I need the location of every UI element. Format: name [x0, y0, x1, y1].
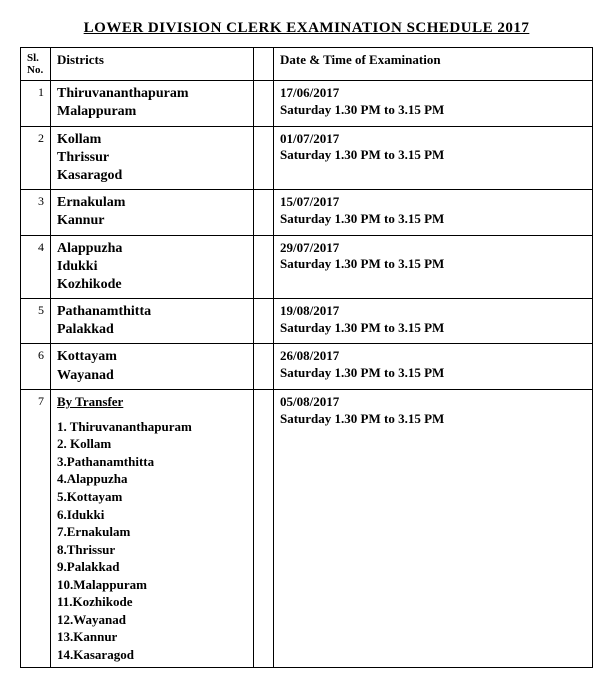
- cell-datetime: 01/07/2017Saturday 1.30 PM to 3.15 PM: [274, 126, 593, 190]
- cell-sl: 5: [21, 299, 51, 344]
- table-header-row: Sl. No. Districts Date & Time of Examina…: [21, 48, 593, 81]
- table-row: 2KollamThrissurKasaragod 01/07/2017Saturd…: [21, 126, 593, 190]
- cell-sl: 6: [21, 344, 51, 389]
- page-title: LOWER DIVISION CLERK EXAMINATION SCHEDUL…: [20, 20, 593, 37]
- cell-datetime: 17/06/2017Saturday 1.30 PM to 3.15 PM: [274, 81, 593, 126]
- bytransfer-item: 9.Palakkad: [57, 558, 247, 576]
- cell-districts: ErnakulamKannur: [51, 190, 254, 235]
- bytransfer-item: 3.Pathanamthitta: [57, 453, 247, 471]
- cell-gap: [254, 190, 274, 235]
- cell-datetime: 05/08/2017Saturday 1.30 PM to 3.15 PM: [274, 389, 593, 668]
- header-districts: Districts: [51, 48, 254, 81]
- header-datetime: Date & Time of Examination: [274, 48, 593, 81]
- header-sl: Sl. No.: [21, 48, 51, 81]
- cell-sl: 1: [21, 81, 51, 126]
- cell-datetime: 29/07/2017Saturday 1.30 PM to 3.15 PM: [274, 235, 593, 299]
- cell-sl: 3: [21, 190, 51, 235]
- bytransfer-item: 1. Thiruvananthapuram: [57, 418, 247, 436]
- table-row: 5PathanamthittaPalakkad 19/08/2017Saturda…: [21, 299, 593, 344]
- bytransfer-item: 14.Kasaragod: [57, 646, 247, 664]
- cell-sl: 2: [21, 126, 51, 190]
- cell-districts: KollamThrissurKasaragod: [51, 126, 254, 190]
- bytransfer-item: 13.Kannur: [57, 628, 247, 646]
- table-row-bytransfer: 7 By Transfer 1. Thiruvananthapuram2. Koll…: [21, 389, 593, 668]
- cell-gap: [254, 299, 274, 344]
- table-row: 4AlappuzhaIdukkiKozhikode 29/07/2017Satur…: [21, 235, 593, 299]
- header-gap: [254, 48, 274, 81]
- cell-gap: [254, 126, 274, 190]
- schedule-table: Sl. No. Districts Date & Time of Examina…: [20, 47, 593, 668]
- bytransfer-item: 11.Kozhikode: [57, 593, 247, 611]
- bytransfer-item: 8.Thrissur: [57, 541, 247, 559]
- bytransfer-item: 5.Kottayam: [57, 488, 247, 506]
- bytransfer-item: 12.Wayanad: [57, 611, 247, 629]
- cell-gap: [254, 344, 274, 389]
- cell-datetime: 15/07/2017Saturday 1.30 PM to 3.15 PM: [274, 190, 593, 235]
- cell-sl: 4: [21, 235, 51, 299]
- bytransfer-heading: By Transfer: [57, 394, 247, 410]
- cell-districts: PathanamthittaPalakkad: [51, 299, 254, 344]
- cell-datetime: 26/08/2017Saturday 1.30 PM to 3.15 PM: [274, 344, 593, 389]
- table-row: 6KottayamWayanad 26/08/2017Saturday 1.30 …: [21, 344, 593, 389]
- table-row: 3ErnakulamKannur 15/07/2017Saturday 1.30 …: [21, 190, 593, 235]
- cell-districts-bytransfer: By Transfer 1. Thiruvananthapuram2. Kolla…: [51, 389, 254, 668]
- cell-datetime: 19/08/2017Saturday 1.30 PM to 3.15 PM: [274, 299, 593, 344]
- bytransfer-item: 2. Kollam: [57, 435, 247, 453]
- bytransfer-item: 10.Malappuram: [57, 576, 247, 594]
- cell-gap: [254, 235, 274, 299]
- cell-sl: 7: [21, 389, 51, 668]
- cell-gap: [254, 389, 274, 668]
- cell-districts: KottayamWayanad: [51, 344, 254, 389]
- bytransfer-list: 1. Thiruvananthapuram2. Kollam3.Pathanam…: [57, 418, 247, 664]
- bytransfer-item: 6.Idukki: [57, 506, 247, 524]
- table-row: 1ThiruvananthapuramMalappuram 17/06/2017S…: [21, 81, 593, 126]
- bytransfer-item: 7.Ernakulam: [57, 523, 247, 541]
- bytransfer-item: 4.Alappuzha: [57, 470, 247, 488]
- cell-gap: [254, 81, 274, 126]
- cell-districts: AlappuzhaIdukkiKozhikode: [51, 235, 254, 299]
- cell-districts: ThiruvananthapuramMalappuram: [51, 81, 254, 126]
